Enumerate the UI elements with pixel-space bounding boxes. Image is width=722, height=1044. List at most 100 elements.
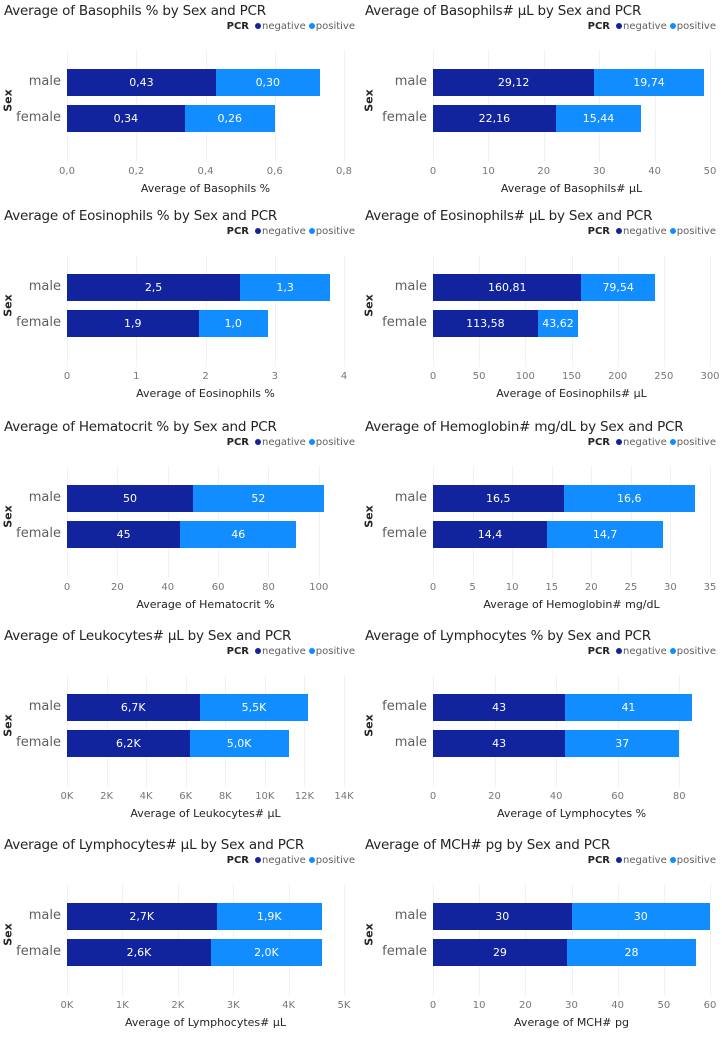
bar-positive[interactable]: [565, 694, 692, 721]
data-label: 43,62: [542, 317, 574, 330]
bar-negative[interactable]: [67, 694, 200, 721]
legend-item-positive[interactable]: positive: [676, 21, 716, 32]
category-label: male: [394, 490, 427, 505]
bar-positive[interactable]: [566, 939, 697, 966]
category-label: female: [382, 110, 427, 125]
x-tick-label: 5K: [337, 1000, 351, 1011]
legend-item-negative[interactable]: negative: [262, 21, 306, 32]
bar-positive[interactable]: [594, 69, 704, 96]
legend-item-negative[interactable]: negative: [623, 855, 667, 866]
x-tick-label: 14K: [334, 791, 354, 802]
legend-item-negative[interactable]: negative: [623, 437, 667, 448]
bar-positive[interactable]: [240, 274, 331, 301]
x-tick-label: 20: [584, 582, 598, 593]
category-label: female: [16, 110, 61, 125]
x-tick-label: 0: [429, 1000, 437, 1011]
x-tick-label: 8K: [218, 791, 232, 802]
gridline: [679, 675, 681, 787]
legend-item-positive[interactable]: positive: [676, 646, 716, 657]
bar-negative[interactable]: [67, 105, 185, 132]
bar-negative[interactable]: [67, 903, 217, 930]
bar-negative[interactable]: [67, 69, 216, 96]
legend: PCR negative positive: [227, 646, 355, 657]
legend-dot-negative: [255, 856, 262, 863]
legend: PCR negative positive: [227, 226, 355, 237]
legend-item-negative[interactable]: negative: [262, 855, 306, 866]
category-label: female: [382, 315, 427, 330]
bar-positive[interactable]: [192, 485, 324, 512]
bar-positive[interactable]: [215, 69, 320, 96]
chart-title: Average of Lymphocytes % by Sex and PCR: [365, 628, 651, 644]
bar-negative[interactable]: [433, 521, 547, 548]
bar-negative[interactable]: [433, 903, 572, 930]
bar-negative[interactable]: [433, 730, 566, 757]
legend-item-negative[interactable]: negative: [623, 226, 667, 237]
x-tick-label: 40: [549, 791, 563, 802]
bar-negative[interactable]: [433, 310, 538, 337]
x-axis-title: Average of Basophils %: [140, 182, 271, 195]
x-axis-title: Average of Eosinophils# µL: [496, 387, 647, 400]
legend-item-negative[interactable]: negative: [262, 226, 306, 237]
bar-positive[interactable]: [180, 521, 297, 548]
legend: PCR negative positive: [588, 646, 716, 657]
legend-item-positive[interactable]: positive: [676, 226, 716, 237]
legend-item-negative[interactable]: negative: [623, 646, 667, 657]
bar-positive[interactable]: [211, 939, 322, 966]
x-tick-label: 80: [672, 791, 686, 802]
x-tick-label: 30: [565, 1000, 578, 1011]
x-tick-label: 0,6: [266, 166, 283, 177]
bar-negative[interactable]: [433, 694, 566, 721]
legend: PCR negative positive: [227, 855, 355, 866]
bar-negative[interactable]: [433, 939, 567, 966]
bar-negative[interactable]: [67, 730, 190, 757]
bar-positive[interactable]: [555, 105, 642, 132]
bar-positive[interactable]: [184, 105, 275, 132]
bar-positive[interactable]: [546, 521, 664, 548]
legend-item-negative[interactable]: negative: [262, 437, 306, 448]
bar-negative[interactable]: [67, 310, 199, 337]
bar-positive[interactable]: [563, 485, 695, 512]
legend-item-positive[interactable]: positive: [315, 646, 355, 657]
bar-negative[interactable]: [67, 521, 181, 548]
legend-title: PCR: [226, 646, 250, 657]
legend-dot-positive: [669, 856, 676, 863]
x-tick-label: 1K: [115, 1000, 129, 1011]
bar-negative[interactable]: [67, 485, 193, 512]
bar-negative[interactable]: [433, 485, 564, 512]
bar-positive[interactable]: [581, 274, 655, 301]
x-tick-label: 0,4: [197, 166, 214, 177]
legend-item-positive[interactable]: positive: [315, 855, 355, 866]
bar-negative[interactable]: [67, 939, 212, 966]
legend-item-negative[interactable]: negative: [623, 21, 667, 32]
legend-item-positive[interactable]: positive: [315, 21, 355, 32]
legend-item-positive[interactable]: positive: [676, 437, 716, 448]
data-label: 15,44: [582, 112, 615, 125]
bar-negative[interactable]: [433, 105, 556, 132]
bar-negative[interactable]: [433, 69, 595, 96]
bar-positive[interactable]: [571, 903, 710, 930]
data-label: 43: [492, 701, 507, 714]
legend-item-negative[interactable]: negative: [262, 646, 306, 657]
bar-positive[interactable]: [216, 903, 322, 930]
chart-panel: Average of Hemoglobin# mg/dL by Sex and …: [361, 416, 722, 624]
x-tick-label: 0: [429, 166, 437, 177]
bar-positive[interactable]: [198, 310, 268, 337]
bar-positive[interactable]: [199, 694, 309, 721]
gridline: [344, 884, 345, 996]
chart-panel: Average of Eosinophils % by Sex and PCR P…: [0, 205, 361, 413]
data-label: 28: [624, 946, 639, 959]
x-tick-label: 35: [703, 582, 717, 593]
bar-negative[interactable]: [433, 274, 582, 301]
legend-item-positive[interactable]: positive: [315, 437, 355, 448]
gridline: [617, 255, 619, 367]
chart-title: Average of Eosinophils % by Sex and PCR: [4, 208, 278, 224]
data-label: 0,30: [255, 76, 281, 89]
bar-positive[interactable]: [565, 730, 680, 757]
bar-positive[interactable]: [189, 730, 289, 757]
legend-item-positive[interactable]: positive: [676, 855, 716, 866]
legend-item-positive[interactable]: positive: [315, 226, 355, 237]
bar-positive[interactable]: [537, 310, 579, 337]
bar-negative[interactable]: [67, 274, 241, 301]
legend-dot-positive: [308, 647, 315, 654]
category-label: male: [28, 74, 61, 89]
